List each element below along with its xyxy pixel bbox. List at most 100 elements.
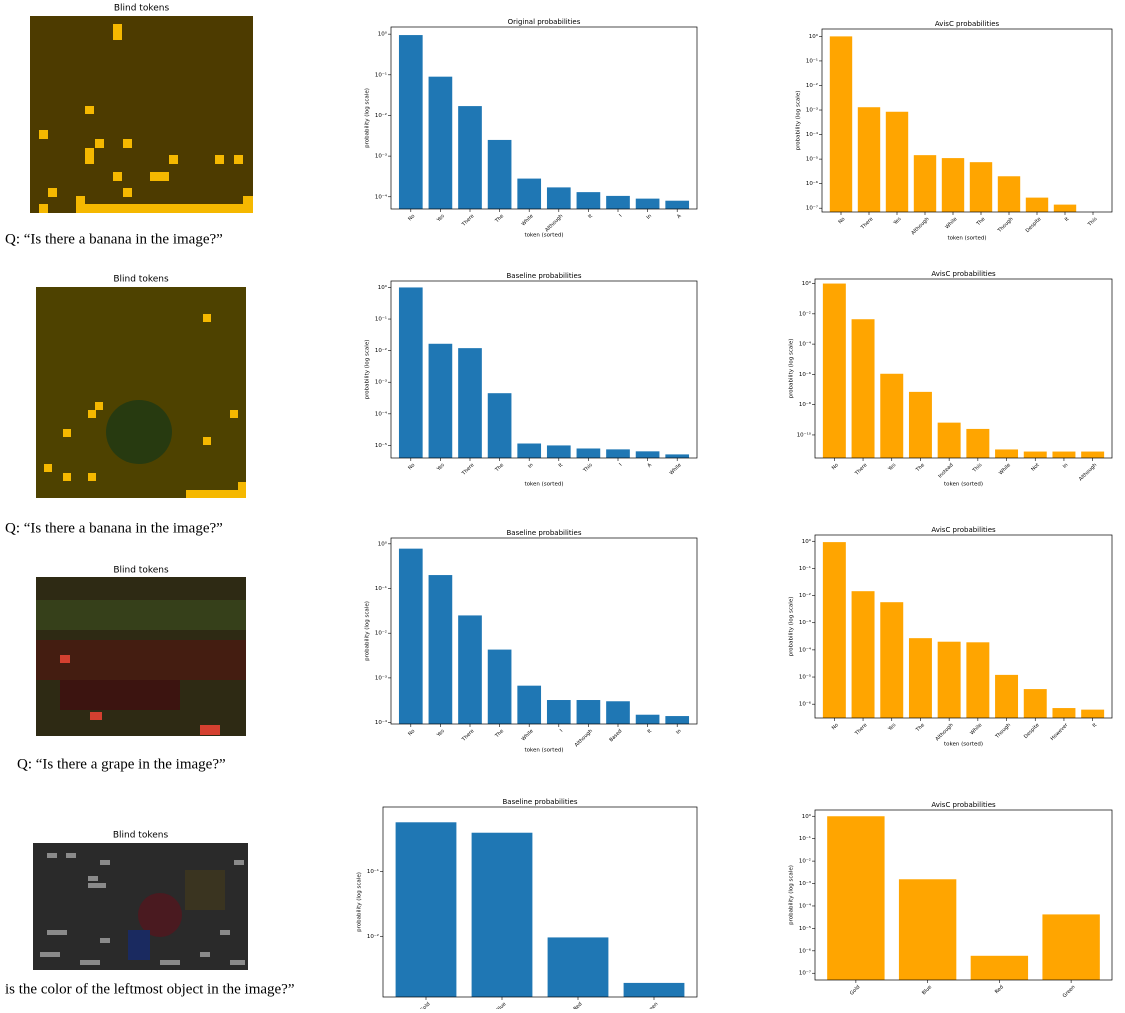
x-tick-label: Yes [435, 462, 446, 473]
bar [623, 982, 685, 997]
bar [458, 615, 482, 724]
chart-title: AvisC probabilities [935, 20, 1000, 28]
image-title: Blind tokens [113, 831, 169, 841]
y-tick-label: 10⁰ [802, 280, 812, 287]
y-tick-label: 10⁻⁸ [799, 401, 812, 408]
x-tick-label: A [646, 462, 653, 469]
x-tick-label: There [853, 462, 868, 477]
blind-token-image [36, 287, 246, 498]
x-tick-label: While [969, 722, 983, 736]
y-tick-label: 10⁻¹ [799, 835, 811, 842]
question: Q: “Is there a banana in the image?” [5, 231, 223, 247]
bar [546, 445, 571, 458]
x-axis-label: token (sorted) [525, 482, 564, 488]
bar [966, 642, 990, 718]
y-axis-label: probability (log scale) [789, 865, 795, 925]
bar [822, 283, 846, 458]
x-tick-label: Despite [1025, 216, 1043, 234]
x-axis-label: token (sorted) [525, 748, 564, 754]
x-tick-label: The [914, 722, 926, 734]
x-tick-label: There [460, 728, 475, 743]
bar [487, 393, 512, 458]
x-tick-label: Yes [887, 462, 898, 473]
bar [937, 641, 961, 718]
bar [471, 832, 533, 997]
bar [880, 373, 904, 458]
x-axis-label: token (sorted) [525, 233, 564, 239]
bar [829, 36, 853, 212]
x-tick-label: I [559, 728, 564, 733]
x-tick-label: Red [994, 984, 1005, 995]
x-tick-label: While [998, 462, 1012, 476]
bar [398, 287, 423, 458]
y-tick-label: 10⁻⁴ [375, 193, 388, 200]
bar [851, 319, 875, 458]
x-tick-label: No [831, 722, 840, 731]
bar [398, 548, 423, 724]
chart-title: Original probabilities [508, 18, 581, 26]
blind-token-image [36, 577, 246, 736]
y-tick-label: 10⁻⁷ [806, 205, 818, 212]
bar [1023, 689, 1047, 718]
bar [517, 443, 542, 458]
x-tick-label: Blue [495, 1001, 507, 1009]
bar [908, 638, 932, 718]
y-tick-label: 10⁻¹ [375, 585, 387, 592]
x-tick-label: There [859, 216, 874, 231]
x-tick-label: It [558, 462, 565, 469]
y-tick-label: 10⁻⁵ [806, 156, 818, 163]
plot-frame [814, 534, 1113, 719]
x-tick-label: Despite [1023, 722, 1041, 740]
y-axis-label: probability (log scale) [789, 339, 795, 399]
x-tick-label: No [407, 213, 416, 222]
x-tick-label: There [460, 213, 475, 228]
x-tick-label: While [521, 728, 535, 742]
bar [546, 700, 571, 724]
bar [1023, 451, 1047, 458]
y-tick-label: 10⁻³ [799, 619, 811, 626]
plot-frame [814, 278, 1113, 459]
x-tick-label: I [618, 462, 623, 467]
bar [576, 700, 601, 724]
bar [665, 200, 690, 209]
x-tick-label: Gold [419, 1001, 431, 1009]
bar [851, 591, 875, 718]
blind-token-image [33, 843, 248, 970]
bar [635, 714, 660, 724]
bar [898, 879, 957, 980]
y-tick-label: 10⁻¹ [799, 565, 811, 572]
blind-token-image [30, 16, 253, 213]
x-axis-label: token (sorted) [944, 482, 983, 488]
bar [428, 343, 453, 458]
y-tick-label: 10⁻⁵ [799, 674, 811, 681]
image-title: Blind tokens [113, 566, 169, 576]
bar [1025, 197, 1049, 212]
bar [1052, 451, 1076, 458]
y-tick-label: 10⁻⁵ [375, 442, 387, 449]
x-tick-label: It [1064, 216, 1071, 223]
bar [458, 348, 482, 458]
bar [913, 155, 937, 212]
bar [969, 162, 993, 212]
bar [880, 602, 904, 718]
y-axis-label: probability (log scale) [789, 597, 795, 657]
x-tick-label: In [527, 462, 535, 470]
bar [635, 198, 660, 209]
x-tick-label: Green [645, 1001, 660, 1009]
bar [576, 192, 601, 209]
x-tick-label: Although [934, 722, 954, 742]
question: Q: “Is there a banana in the image?” [5, 520, 223, 536]
plot-frame [821, 28, 1113, 213]
x-tick-label: Instead [937, 462, 954, 479]
plot-frame [382, 806, 698, 998]
bar [487, 139, 512, 209]
y-tick-label: 10⁻⁴ [799, 341, 812, 348]
bar [517, 685, 542, 724]
y-tick-label: 10⁰ [378, 540, 388, 547]
plot-frame [390, 26, 698, 210]
x-tick-label: Yes [892, 216, 903, 227]
y-tick-label: 10⁰ [378, 31, 388, 38]
x-tick-label: Although [574, 728, 594, 748]
bar [576, 448, 601, 458]
